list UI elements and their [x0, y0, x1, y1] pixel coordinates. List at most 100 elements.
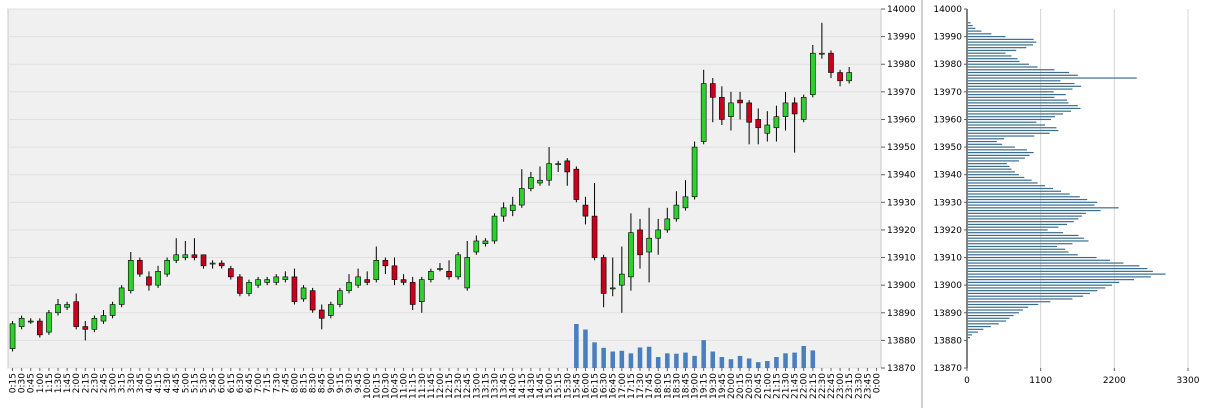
profile-bar — [968, 290, 1098, 292]
profile-y-tick-label: 13970 — [933, 88, 962, 98]
x-tick-label: 21:15 — [772, 373, 782, 399]
x-tick-label: 7:00 — [254, 373, 264, 393]
profile-bar — [968, 309, 1023, 311]
x-tick-label: 22:45 — [827, 373, 837, 399]
candle-up — [646, 237, 652, 253]
candle-down — [82, 326, 89, 330]
profile-bar — [968, 118, 1052, 121]
candle-down — [137, 259, 143, 275]
x-tick-label: 7:45 — [281, 373, 291, 393]
profile-y-tick-label: 13890 — [933, 309, 962, 319]
profile-bar — [968, 295, 1084, 297]
x-tick-label: 10:15 — [372, 373, 382, 399]
candle-down — [191, 254, 198, 258]
profile-bar — [968, 30, 982, 32]
profile-y-tick-label: 13990 — [933, 33, 962, 43]
candle-up — [100, 315, 107, 322]
candle-up — [418, 279, 425, 303]
profile-bar — [968, 149, 1027, 151]
x-tick-label: 18:00 — [654, 373, 664, 399]
x-tick-label: 19:30 — [709, 373, 719, 399]
x-tick-label: 20:30 — [745, 373, 755, 399]
profile-bar — [968, 306, 1029, 308]
profile-bar — [968, 212, 1086, 214]
candle-down — [746, 102, 752, 123]
profile-bar — [968, 135, 1035, 137]
x-tick-label: 17:30 — [636, 373, 646, 399]
profile-bar — [968, 281, 1120, 283]
profile-bar — [968, 129, 1059, 132]
y-tick-label: 13940 — [887, 171, 916, 181]
x-tick-label: 14:15 — [518, 373, 528, 399]
profile-bar — [968, 254, 1078, 256]
profile-x-tick-label: 1100 — [1029, 376, 1052, 386]
profile-bar — [968, 251, 1069, 253]
profile-bar — [968, 287, 1106, 289]
x-tick-label: 6:30 — [236, 373, 246, 393]
volume-bar — [655, 357, 661, 368]
x-tick-label: 6:45 — [245, 373, 255, 393]
x-tick-label: 18:30 — [672, 373, 682, 399]
x-tick-label: 17:00 — [618, 373, 628, 399]
profile-bar — [968, 33, 992, 35]
profile-y-tick-label: 13880 — [933, 336, 962, 346]
time-axis: 0:15 0:30 0:45 1:00 1:15 1:30 1:45 2:00 2:15 2:30… — [9, 368, 882, 399]
volume-bar — [610, 351, 616, 368]
candle-down — [582, 204, 589, 217]
candle-down — [218, 262, 225, 267]
candle-up — [328, 304, 334, 316]
profile-bar — [968, 80, 1061, 82]
x-tick-label: 3:00 — [109, 373, 119, 393]
x-tick-label: 19:15 — [700, 373, 710, 399]
profile-bar — [968, 102, 1069, 104]
profile-bar — [968, 71, 1070, 74]
profile-bar — [968, 146, 1015, 148]
x-tick-label: 2:00 — [72, 373, 82, 393]
x-tick-label: 2:15 — [81, 373, 91, 393]
y-tick-label: 13880 — [887, 336, 916, 346]
volume-bar — [646, 346, 652, 368]
candle-down — [828, 52, 834, 73]
x-tick-label: 11:15 — [409, 373, 419, 399]
profile-bar — [968, 223, 1068, 225]
profile-bar — [968, 157, 1025, 159]
profile-bar — [968, 63, 1029, 65]
x-tick-label: 12:30 — [454, 373, 464, 399]
profile-bar — [968, 248, 1066, 250]
candles — [9, 22, 852, 352]
volume-bar — [592, 342, 597, 368]
candle-up — [555, 163, 561, 165]
x-tick-label: 14:00 — [509, 373, 519, 399]
volume-bar — [746, 358, 752, 368]
candle-up — [209, 262, 216, 265]
x-tick-label: 3:45 — [136, 373, 146, 393]
x-tick-label: 3:15 — [118, 373, 128, 393]
profile-bar — [968, 127, 1057, 129]
x-tick-label: 12:00 — [436, 373, 446, 399]
profile-bar — [968, 140, 997, 143]
profile-x-tick-label: 0 — [964, 376, 970, 386]
candle-up — [46, 312, 52, 333]
volume-bar — [728, 359, 734, 368]
profile-bar — [968, 113, 1064, 115]
x-tick-label: 19:45 — [718, 373, 728, 399]
profile-bar — [968, 215, 1082, 217]
candle-up — [473, 240, 480, 253]
x-tick-label: 17:45 — [645, 373, 655, 399]
profile-bar — [968, 110, 1072, 112]
candle-up — [491, 215, 498, 242]
candle-down — [709, 83, 716, 98]
x-tick-label: 0:00 — [872, 373, 882, 393]
candle-up — [182, 254, 189, 258]
candlestick-plot-area — [7, 8, 882, 369]
profile-bar — [968, 259, 1110, 261]
volume-bar — [601, 347, 606, 368]
profile-bar — [968, 121, 1037, 123]
x-tick-label: 9:30 — [345, 373, 355, 393]
profile-bar — [968, 198, 1088, 201]
candle-up — [455, 254, 461, 278]
candle-down — [837, 72, 843, 82]
x-tick-label: 14:30 — [527, 373, 537, 399]
profile-bar — [968, 52, 1006, 54]
